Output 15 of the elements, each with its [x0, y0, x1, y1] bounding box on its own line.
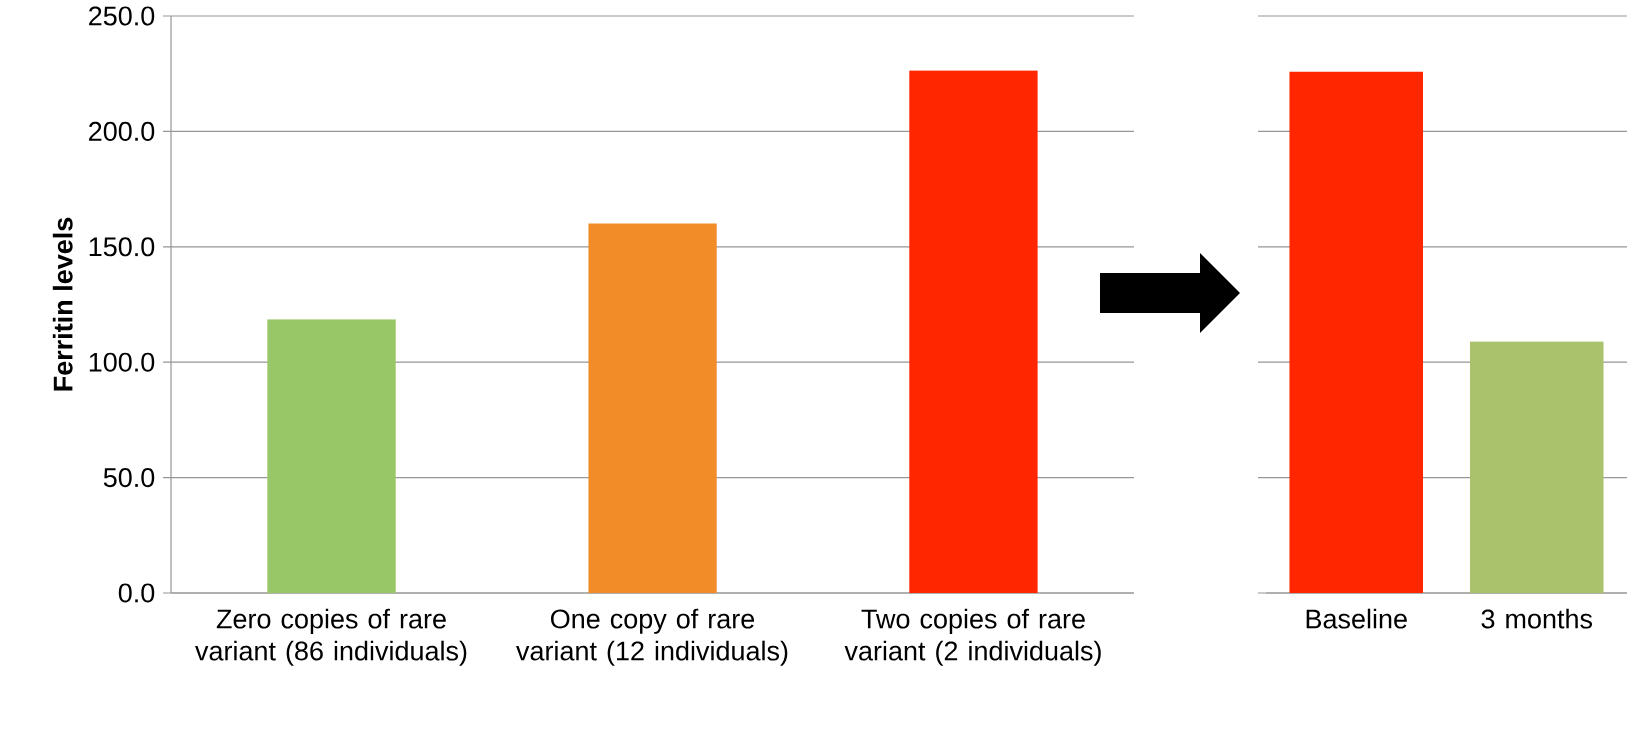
x-tick-label: One copy of rare variant (12 individuals): [516, 608, 788, 666]
bar: [909, 70, 1038, 593]
x-tick-label: Baseline: [1306, 608, 1407, 629]
x-tick-label: 3 months: [1481, 608, 1593, 629]
y-tick-label: 150.0: [89, 237, 155, 257]
y-tick-label: 200.0: [89, 121, 155, 141]
y-tick-label: 0.0: [118, 583, 155, 603]
y-tick-label: 100.0: [89, 352, 155, 372]
bar: [267, 319, 396, 593]
x-tick-label: Zero copies of rare variant (86 individuals): [195, 608, 467, 666]
y-tick-label: 50.0: [103, 468, 155, 488]
y-axis-title: Ferritin levels: [52, 217, 73, 391]
x-tick-label: Two copies of rare variant (2 individuals): [844, 608, 1101, 666]
bar: [588, 223, 717, 593]
y-tick-label: 250.0: [89, 6, 155, 26]
